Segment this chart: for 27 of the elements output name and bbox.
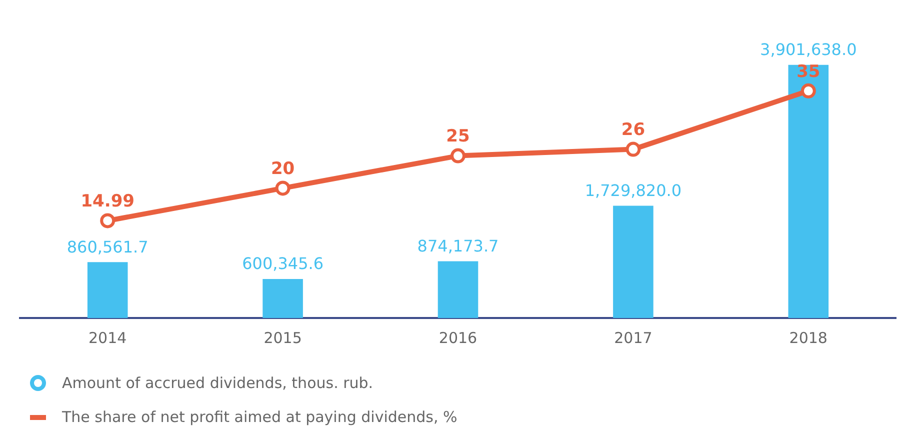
- legend-label: Amount of accrued dividends, thous. rub.: [62, 374, 374, 392]
- bar: [613, 206, 654, 318]
- bar: [87, 262, 128, 318]
- point: [800, 83, 816, 98]
- data-label: 26: [621, 120, 646, 140]
- bar: [788, 64, 829, 318]
- data-label: 1,729,820.0: [584, 180, 682, 200]
- point: [100, 213, 116, 228]
- point: [626, 142, 641, 157]
- legend-label: The share of net profit aimed at paying dividends, %: [62, 408, 458, 426]
- point: [275, 180, 290, 196]
- x-tick-label: 2015: [264, 328, 302, 347]
- x-tick-label: 2016: [438, 328, 478, 347]
- x-tick-label: 2017: [614, 328, 652, 347]
- x-tick-label: 2014: [88, 328, 127, 347]
- data-label: 20: [270, 159, 295, 180]
- data-label: 35: [796, 62, 820, 82]
- bar: [262, 279, 303, 318]
- data-label: 14.99: [80, 192, 134, 212]
- x-tick-label: 2018: [789, 328, 828, 347]
- bar: [438, 261, 478, 318]
- data-label: 25: [446, 126, 470, 147]
- data-label: 3,901,638.0: [760, 40, 857, 59]
- data-label: 874,173.7: [417, 236, 499, 256]
- point: [450, 148, 466, 164]
- data-label: 860,561.7: [66, 237, 148, 256]
- data-label: 600,345.6: [242, 254, 324, 274]
